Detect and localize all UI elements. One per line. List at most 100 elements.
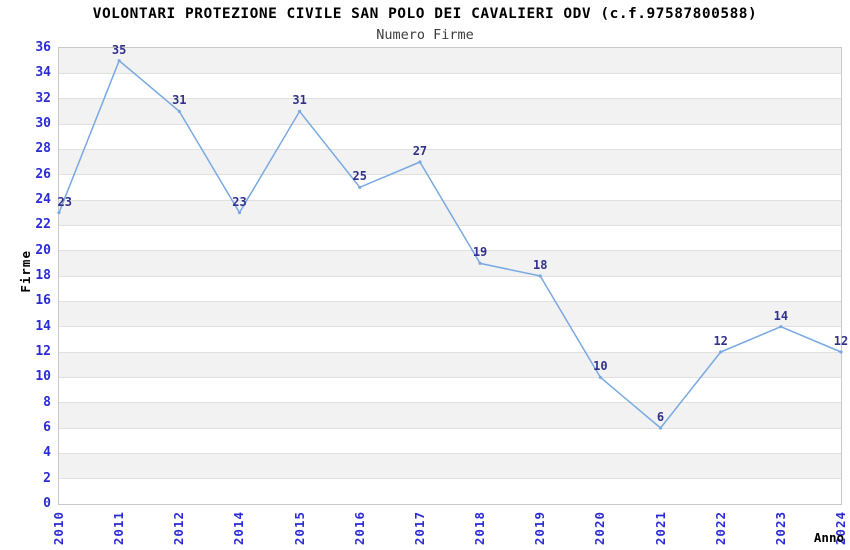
grid-band xyxy=(59,149,841,175)
data-point-marker xyxy=(658,426,663,430)
y-tick-label: 26 xyxy=(35,166,51,182)
series-polyline xyxy=(58,59,842,429)
y-tick-label: 10 xyxy=(35,369,51,385)
x-tick-label: 2016 xyxy=(351,511,367,546)
grid-band xyxy=(59,174,841,200)
y-tick-label: 30 xyxy=(35,116,51,131)
x-tick-label: 2020 xyxy=(592,511,608,546)
x-tick-label: 2014 xyxy=(231,511,247,546)
data-point-marker xyxy=(779,325,783,329)
gridline xyxy=(59,376,841,378)
x-tick-label: 2015 xyxy=(291,511,307,546)
x-tick-label: 2011 xyxy=(111,511,127,546)
y-tick-label: 14 xyxy=(35,318,51,334)
data-point-label: 31 xyxy=(292,93,307,108)
data-point-label: 23 xyxy=(232,194,247,209)
data-point-marker xyxy=(298,109,302,113)
grid-band xyxy=(59,478,841,504)
data-point-marker xyxy=(177,109,181,113)
data-point-marker xyxy=(839,350,843,354)
y-tick-label: 16 xyxy=(35,293,51,309)
data-point-label: 18 xyxy=(532,258,548,272)
line-series xyxy=(57,59,843,430)
data-point-label: 31 xyxy=(172,93,187,108)
y-tick-label: 28 xyxy=(35,141,51,157)
x-tick-label: 2017 xyxy=(411,511,427,546)
gridline xyxy=(59,402,841,404)
gridline xyxy=(59,452,841,454)
grid-band xyxy=(59,428,841,454)
x-axis-title: Anno xyxy=(813,530,844,545)
gridline xyxy=(59,98,841,100)
data-point-label: 25 xyxy=(352,169,367,184)
gridline xyxy=(59,275,841,277)
y-tick-label: 0 xyxy=(43,496,51,511)
data-point-label: 19 xyxy=(472,245,488,260)
y-tick-label: 8 xyxy=(43,394,51,410)
data-point-marker xyxy=(358,185,362,189)
grid-band xyxy=(59,48,841,74)
grid-band xyxy=(59,276,841,302)
gridline xyxy=(59,351,841,353)
x-tick-label: 2022 xyxy=(712,511,728,546)
y-tick-label: 12 xyxy=(35,344,51,359)
data-point-label: 23 xyxy=(57,194,73,209)
grid-band xyxy=(59,98,841,124)
grid-band xyxy=(59,225,841,251)
data-point-marker xyxy=(538,274,542,278)
y-tick-label: 24 xyxy=(35,192,51,207)
data-point-label: 14 xyxy=(773,308,789,323)
grid-band xyxy=(59,402,841,428)
grid-band xyxy=(59,453,841,479)
data-point-label: 6 xyxy=(656,410,665,424)
grid-band xyxy=(59,73,841,99)
data-point-marker xyxy=(237,211,242,215)
data-point-marker xyxy=(719,350,723,354)
y-tick-label: 22 xyxy=(35,217,51,233)
y-tick-label: 2 xyxy=(43,470,51,486)
x-tick-label: 2010 xyxy=(51,511,66,546)
grid-band xyxy=(59,377,841,403)
x-tick-label: 2021 xyxy=(652,511,668,546)
gridline xyxy=(59,224,841,226)
data-point-marker xyxy=(418,160,422,164)
data-point-label: 12 xyxy=(833,334,849,348)
gridline xyxy=(59,300,841,302)
gridline xyxy=(59,250,841,252)
gridline xyxy=(59,478,841,480)
data-point-label: 27 xyxy=(412,144,428,158)
chart-title: VOLONTARI PROTEZIONE CIVILE SAN POLO DEI… xyxy=(92,6,758,22)
chart-subtitle: Numero Firme xyxy=(376,27,474,43)
y-tick-label: 32 xyxy=(35,90,51,106)
y-tick-label: 6 xyxy=(43,420,51,435)
data-point-marker xyxy=(57,211,61,215)
data-point-label: 35 xyxy=(111,42,127,57)
x-tick-label: 2012 xyxy=(171,511,187,546)
plot-area: 23 35 31 23 31 25 27 19 18 10 6 12 14 12 xyxy=(57,43,848,504)
y-tick-label: 20 xyxy=(35,242,51,258)
grid-band xyxy=(59,326,841,352)
grid-band xyxy=(59,301,841,327)
gridline xyxy=(59,174,841,176)
data-point-marker xyxy=(117,59,121,63)
x-tick-label: 2023 xyxy=(772,511,788,546)
gridline xyxy=(59,72,841,74)
gridline xyxy=(59,199,841,201)
gridline xyxy=(59,148,841,150)
gridline xyxy=(59,326,841,328)
y-tick-label: 18 xyxy=(35,268,51,283)
grid-band xyxy=(59,250,841,276)
gridline xyxy=(59,427,841,429)
data-point-marker xyxy=(478,261,482,265)
y-tick-label: 34 xyxy=(35,65,51,81)
x-tick-label: 2018 xyxy=(472,511,488,546)
y-tick-label: 4 xyxy=(43,445,51,461)
y-axis-title: Firme xyxy=(18,250,33,293)
data-point-label: 12 xyxy=(713,334,728,348)
data-point-label: 10 xyxy=(593,359,608,374)
data-point-marker xyxy=(598,375,602,379)
gridline xyxy=(59,123,841,125)
x-tick-label: 2019 xyxy=(532,511,548,546)
y-tick-label: 36 xyxy=(35,40,51,55)
